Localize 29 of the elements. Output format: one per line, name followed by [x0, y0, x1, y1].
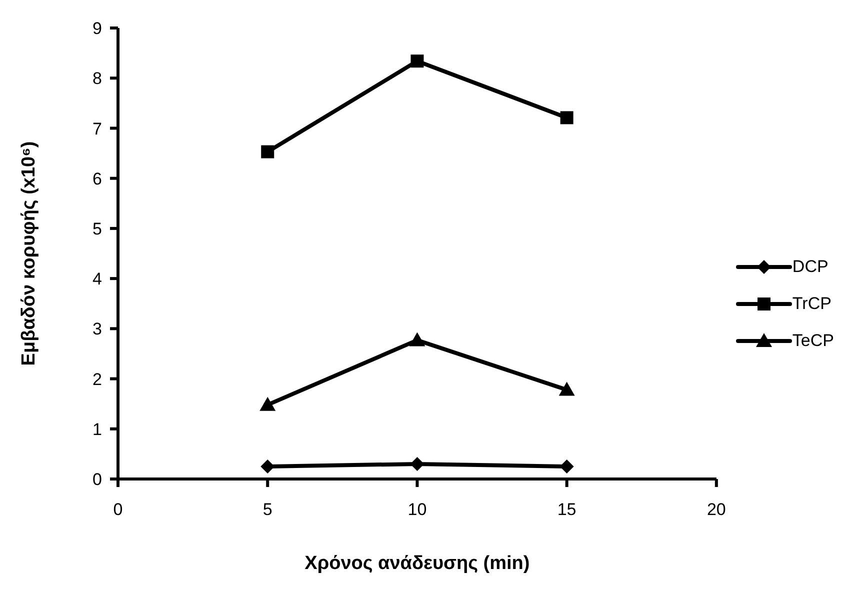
point [560, 111, 574, 124]
point [410, 456, 424, 471]
x-tick-label: 20 [706, 500, 726, 520]
y-tick-label: 5 [92, 219, 102, 238]
point [560, 459, 574, 474]
x-tick-label: 5 [262, 500, 272, 520]
y-tick-label: 8 [92, 69, 102, 88]
point [260, 459, 275, 474]
point [558, 382, 575, 396]
x-axis-title: Χρόνος ανάδευσης (min) [304, 553, 530, 574]
x-tick-label: 10 [408, 500, 427, 520]
point [260, 396, 276, 411]
legend-label: TeCP [792, 330, 834, 350]
y-tick-label: 1 [92, 420, 102, 439]
y-tick-label: 7 [92, 119, 102, 138]
x-tick-label: 0 [113, 500, 123, 520]
y-tick-label: 6 [92, 169, 102, 188]
legend-label: TrCP [792, 294, 832, 314]
y-tick-label: 2 [92, 370, 102, 389]
x-tick-label: 15 [557, 500, 576, 520]
y-tick-label: 9 [92, 19, 102, 38]
point [409, 332, 426, 346]
y-axis-title: Εμβαδόν κορυφής (x10⁶) [18, 141, 40, 366]
y-tick-label: 4 [92, 270, 102, 289]
point [410, 54, 424, 68]
y-tick-label: 0 [92, 470, 102, 490]
point [261, 145, 274, 158]
legend-label: DCP [792, 256, 828, 276]
y-tick-label: 3 [92, 320, 102, 339]
